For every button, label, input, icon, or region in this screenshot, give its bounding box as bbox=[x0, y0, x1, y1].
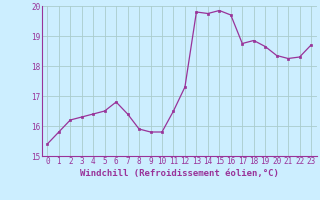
X-axis label: Windchill (Refroidissement éolien,°C): Windchill (Refroidissement éolien,°C) bbox=[80, 169, 279, 178]
